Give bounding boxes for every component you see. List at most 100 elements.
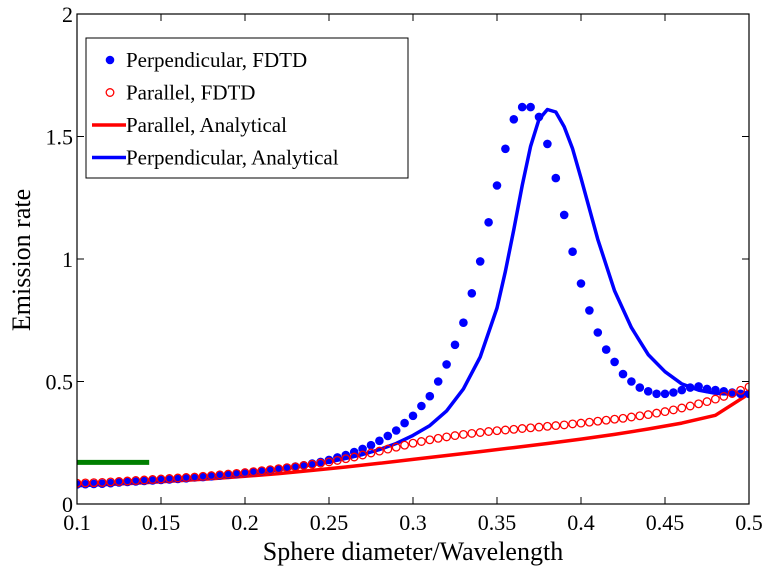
parallel-fdtd-point	[559, 420, 569, 430]
legend-entry: Parallel, Analytical	[92, 113, 287, 137]
parallel-fdtd-point	[77, 478, 82, 488]
parallel-fdtd-point	[114, 477, 124, 486]
perpendicular-fdtd-point	[484, 218, 493, 227]
parallel-fdtd-point	[568, 419, 578, 429]
parallel-fdtd-point	[408, 438, 418, 448]
x-tick-label: 0.1	[63, 510, 91, 535]
parallel-fdtd-point	[668, 405, 678, 415]
perpendicular-fdtd-point	[299, 461, 309, 470]
perpendicular-fdtd-point	[517, 102, 527, 112]
parallel-fdtd-point	[442, 432, 452, 442]
perpendicular-fdtd-point	[433, 377, 443, 386]
legend-label: Perpendicular, FDTD	[126, 48, 307, 72]
perpendicular-fdtd-point	[291, 462, 300, 471]
parallel-fdtd-point	[593, 416, 603, 426]
parallel-fdtd-point	[534, 422, 544, 432]
parallel-fdtd-point	[702, 397, 712, 407]
perpendicular-fdtd-point	[610, 357, 619, 367]
perpendicular-fdtd-point	[383, 431, 393, 441]
perpendicular-fdtd-point	[442, 360, 451, 369]
parallel-fdtd-point	[206, 471, 216, 481]
x-tick-label: 0.25	[310, 510, 349, 535]
perpendicular-fdtd-point	[425, 391, 435, 401]
parallel-fdtd-point	[526, 423, 536, 433]
perpendicular-fdtd-point	[408, 411, 418, 421]
perpendicular-fdtd-point	[375, 436, 384, 446]
perpendicular-fdtd-point	[660, 389, 670, 399]
parallel-fdtd-point	[542, 421, 552, 431]
parallel-fdtd-point	[677, 403, 687, 413]
parallel-fdtd-point	[467, 428, 477, 438]
perpendicular-fdtd-point	[643, 387, 653, 396]
parallel-fdtd-point	[274, 464, 284, 474]
perpendicular-fdtd-point	[635, 383, 645, 392]
perpendicular-fdtd-point	[417, 401, 426, 411]
x-axis-label: Sphere diameter/Wavelength	[263, 537, 563, 566]
y-tick-label: 0.5	[46, 370, 74, 395]
legend-label: Parallel, FDTD	[126, 81, 255, 105]
perpendicular-fdtd-point	[585, 306, 594, 315]
perpendicular-fdtd-point	[467, 289, 477, 298]
parallel-fdtd-point	[232, 468, 242, 478]
parallel-fdtd-point	[610, 414, 620, 424]
perpendicular-fdtd-point	[366, 440, 376, 450]
series-group	[77, 102, 749, 489]
parallel-fdtd-point	[332, 455, 342, 465]
parallel-fdtd-point	[374, 446, 384, 456]
perpendicular-fdtd-point	[744, 389, 749, 399]
parallel-fdtd-point	[400, 440, 410, 450]
parallel-fdtd-point	[416, 437, 426, 446]
perpendicular-fdtd-point	[501, 144, 510, 154]
parallel-fdtd-point	[492, 426, 502, 436]
x-tick-label: 0.2	[231, 510, 259, 535]
parallel-fdtd-point	[719, 391, 729, 401]
parallel-fdtd-point	[97, 477, 107, 487]
legend-entry: Perpendicular, Analytical	[92, 146, 339, 170]
parallel-fdtd-point	[131, 476, 141, 485]
perpendicular-fdtd-point	[568, 247, 577, 256]
legend-marker-circle	[105, 88, 115, 97]
parallel-fdtd-point	[316, 458, 326, 468]
x-tick-label: 0.5	[735, 510, 763, 535]
parallel-fdtd-point	[694, 399, 704, 409]
perpendicular-fdtd-point	[576, 279, 586, 288]
parallel-fdtd-point	[223, 469, 233, 479]
parallel-fdtd-point	[618, 413, 628, 423]
perpendicular-fdtd-point	[526, 102, 535, 112]
perpendicular-fdtd-point	[711, 385, 720, 395]
parallel-fdtd-point	[80, 478, 90, 488]
parallel-fdtd-point	[341, 454, 351, 464]
x-tick-label: 0.15	[142, 510, 181, 535]
parallel-fdtd-point	[551, 421, 561, 431]
perpendicular-fdtd-point	[475, 257, 485, 266]
perpendicular-fdtd-point	[450, 340, 460, 350]
parallel-fdtd-point	[500, 425, 510, 435]
parallel-fdtd-point	[475, 428, 485, 437]
parallel-fdtd-point	[173, 473, 183, 483]
parallel-fdtd-point	[685, 401, 695, 411]
parallel-fdtd-point	[727, 389, 737, 398]
parallel-fdtd-point	[383, 444, 393, 454]
legend-label: Perpendicular, Analytical	[126, 146, 339, 170]
y-axis-label: Emission rate	[7, 189, 36, 331]
parallel-fdtd-point	[240, 468, 250, 478]
perpendicular-fdtd-point	[702, 384, 712, 394]
perpendicular-fdtd-point	[559, 210, 569, 220]
parallel-fdtd-point	[198, 471, 208, 481]
perpendicular-fdtd-point	[358, 444, 367, 454]
perpendicular-fdtd-point	[400, 418, 409, 428]
perpendicular-fdtd-point	[333, 453, 342, 462]
parallel-fdtd-point	[215, 470, 225, 480]
legend-entry: Parallel, FDTD	[105, 81, 255, 105]
parallel-fdtd-point	[391, 442, 401, 452]
perpendicular-fdtd-point	[492, 181, 502, 190]
perpendicular-fdtd-point	[601, 345, 611, 354]
y-tick-label: 1	[62, 247, 73, 272]
parallel-fdtd-point	[517, 424, 527, 433]
perpendicular-fdtd-point	[543, 139, 552, 149]
parallel-fdtd-point	[257, 466, 267, 476]
parallel-fdtd-point	[299, 461, 309, 470]
parallel-fdtd-point	[484, 427, 494, 436]
x-tick-label: 0.35	[478, 510, 517, 535]
perpendicular-fdtd-point	[509, 115, 519, 124]
